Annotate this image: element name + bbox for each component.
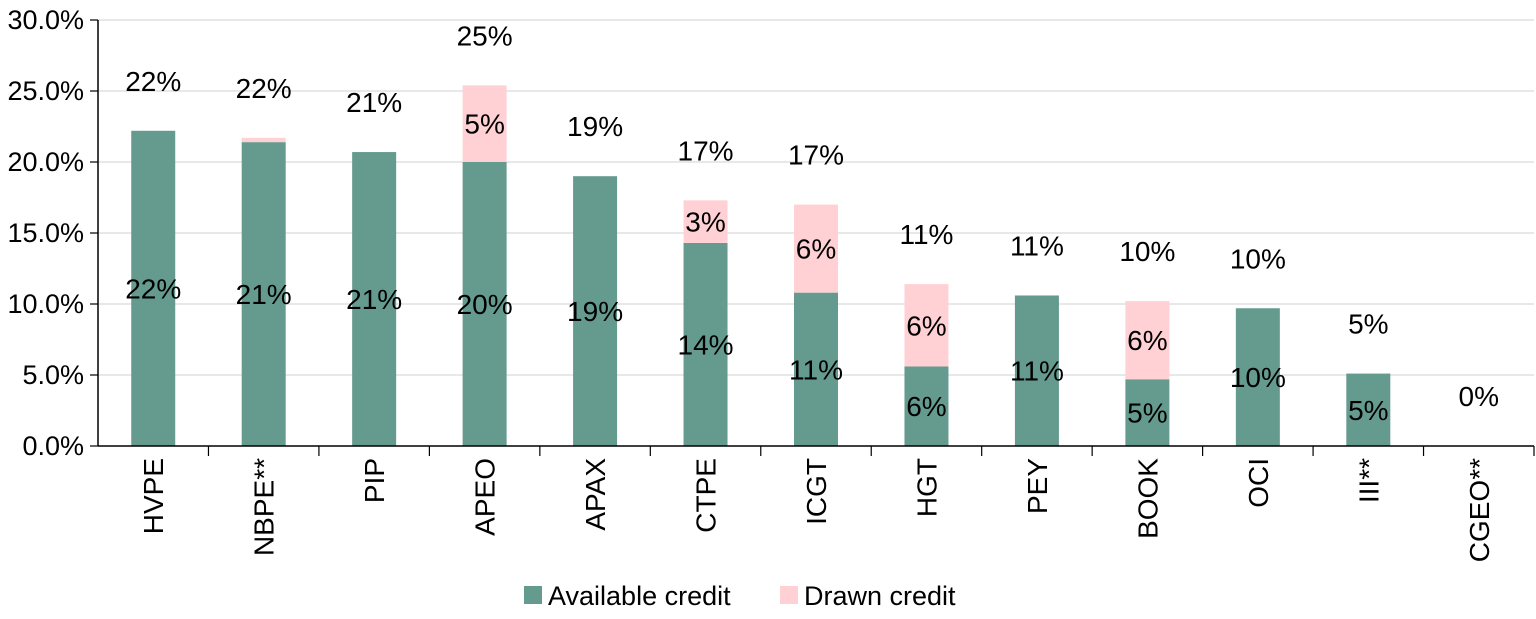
y-tick-label: 30.0% bbox=[7, 5, 84, 35]
bars bbox=[131, 85, 1391, 446]
bar-available-credit bbox=[241, 142, 286, 446]
data-label-drawn: 5% bbox=[464, 109, 504, 140]
y-tick-label: 20.0% bbox=[7, 147, 84, 177]
y-tick-label: 25.0% bbox=[7, 76, 84, 106]
data-label-available: 5% bbox=[1348, 395, 1388, 426]
bar-available-credit bbox=[904, 366, 949, 446]
legend-swatch-drawn-credit bbox=[780, 586, 798, 604]
bar-drawn-credit bbox=[462, 85, 507, 162]
bar-drawn-credit bbox=[1125, 301, 1170, 380]
category-label: PEY bbox=[1022, 458, 1053, 514]
category-label: APAX bbox=[580, 458, 611, 531]
y-tick-label: 0.0% bbox=[22, 431, 84, 461]
category-label: ICGT bbox=[801, 458, 832, 525]
category-label: HGT bbox=[911, 458, 942, 517]
bar-available-credit bbox=[462, 162, 507, 446]
category-label: BOOK bbox=[1132, 458, 1163, 539]
data-label-available: 6% bbox=[906, 391, 946, 422]
data-label-available: 22% bbox=[125, 273, 181, 304]
bar-drawn-credit bbox=[904, 284, 949, 367]
bar-available-credit bbox=[131, 130, 176, 446]
legend-label-available-credit: Available credit bbox=[548, 581, 731, 611]
category-label: APEO bbox=[470, 458, 501, 536]
category-label: PIP bbox=[359, 458, 390, 503]
bar-available-credit bbox=[794, 292, 838, 446]
data-label-available: 21% bbox=[346, 284, 402, 315]
data-label-total: 11% bbox=[1010, 230, 1064, 261]
data-label-total: 10% bbox=[1230, 243, 1286, 274]
bar-drawn-credit bbox=[794, 204, 838, 293]
y-tick-label: 10.0% bbox=[7, 289, 84, 319]
data-label-total: 17% bbox=[678, 135, 734, 166]
data-label-total: 11% bbox=[899, 219, 953, 250]
bar-drawn-credit bbox=[241, 137, 286, 143]
y-tick-label: 15.0% bbox=[7, 218, 84, 248]
category-label: CTPE bbox=[691, 458, 722, 533]
legend: Available credit Drawn credit bbox=[524, 581, 956, 611]
data-label-available: 19% bbox=[567, 296, 623, 327]
legend-swatch-available-credit bbox=[524, 586, 542, 604]
category-label: OCI bbox=[1243, 458, 1274, 508]
legend-label-drawn-credit: Drawn credit bbox=[804, 581, 956, 611]
data-labels: 22% 22% 21% 22% 21% 21% 20% 5% 25% 19% 19% 14% 3% 17%… bbox=[125, 20, 1499, 428]
data-label-available: 14% bbox=[678, 329, 734, 360]
category-label: III** bbox=[1353, 458, 1384, 503]
bar-available-credit bbox=[683, 242, 728, 446]
data-label-available: 21% bbox=[236, 279, 292, 310]
data-label-available: 5% bbox=[1127, 398, 1167, 429]
data-label-total: 17% bbox=[788, 140, 844, 171]
data-label-available: 20% bbox=[457, 289, 513, 320]
bar-available-credit bbox=[1014, 295, 1059, 446]
bar-available-credit bbox=[1125, 379, 1170, 446]
data-label-total: 5% bbox=[1348, 309, 1388, 340]
data-label-drawn: 3% bbox=[685, 207, 725, 238]
data-label-total: 22% bbox=[125, 66, 181, 97]
data-label-total: 21% bbox=[346, 87, 402, 118]
data-label-available: 10% bbox=[1230, 362, 1286, 393]
category-label: HVPE bbox=[138, 458, 169, 534]
bar-available-credit bbox=[1346, 373, 1391, 446]
data-label-total: 19% bbox=[567, 111, 623, 142]
bar-available-credit bbox=[1235, 308, 1280, 446]
data-label-total: 0% bbox=[1459, 381, 1499, 412]
category-label: NBPE** bbox=[249, 458, 280, 556]
data-label-drawn: 6% bbox=[906, 310, 946, 341]
data-label-drawn: 6% bbox=[796, 234, 836, 265]
data-label-total: 22% bbox=[236, 73, 292, 104]
bar-available-credit bbox=[573, 176, 618, 446]
data-label-total: 10% bbox=[1119, 236, 1175, 267]
bar-available-credit bbox=[352, 152, 397, 446]
axes: 0.0% 5.0% 10.0% 15.0% 20.0% 25.0% 30.0% HVPE NBP… bbox=[7, 5, 1535, 562]
data-label-available: 11% bbox=[1010, 356, 1064, 387]
data-label-available: 11% bbox=[789, 354, 843, 385]
category-label: CGEO** bbox=[1464, 458, 1495, 562]
data-label-drawn: 6% bbox=[1127, 325, 1167, 356]
data-label-total: 25% bbox=[457, 20, 513, 51]
bar-drawn-credit bbox=[683, 200, 728, 243]
y-tick-label: 5.0% bbox=[22, 360, 84, 390]
